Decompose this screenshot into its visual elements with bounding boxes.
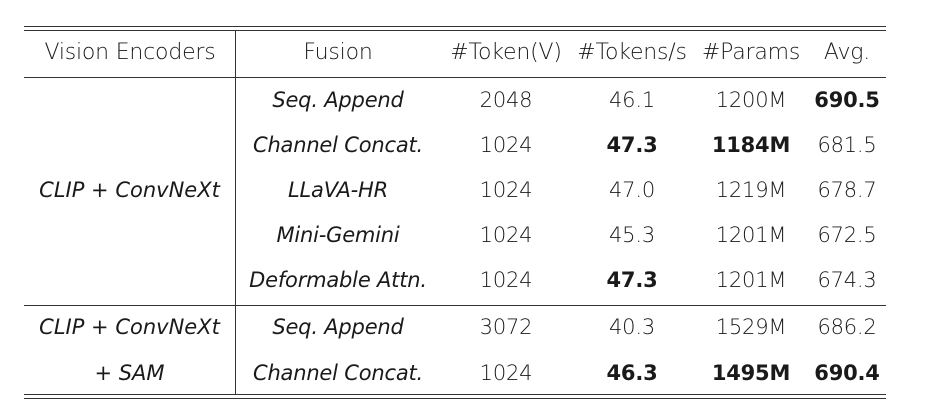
avg-cell: 690.4 (814, 361, 880, 385)
fusion-cell: LLaVA-HR (288, 178, 388, 202)
avg-cell: 690.5 (814, 88, 880, 112)
token-v-cell: 3072 (479, 315, 533, 339)
params-cell: 1495M (711, 361, 791, 385)
header-avg: Avg. (823, 40, 871, 65)
header-vision-encoders: Vision Encoders (44, 40, 216, 65)
header-rule (24, 77, 886, 78)
fusion-cell: Seq. Append (272, 88, 404, 112)
header-token-v: #Token(V) (450, 40, 562, 65)
tokens-per-s-cell: 46.1 (609, 88, 655, 112)
bottom-rule-2 (24, 398, 886, 399)
params-cell: 1201M (715, 268, 787, 292)
header-fusion: Fusion (303, 40, 373, 65)
token-v-cell: 1024 (479, 268, 533, 292)
encoder-label-clip-convnext-sam-line2: + SAM (94, 361, 165, 385)
params-cell: 1184M (711, 133, 791, 157)
column-divider (235, 30, 236, 395)
fusion-cell: Seq. Append (272, 315, 404, 339)
top-rule-1 (24, 26, 886, 27)
token-v-cell: 1024 (479, 361, 533, 385)
header-tokens-per-s: #Tokens/s (577, 40, 687, 65)
tokens-per-s-cell: 40.3 (609, 315, 655, 339)
tokens-per-s-cell: 47.3 (606, 133, 658, 157)
avg-cell: 681.5 (817, 133, 877, 157)
tokens-per-s-cell: 47.3 (606, 268, 658, 292)
fusion-cell: Channel Concat. (252, 361, 424, 385)
header-params: #Params (701, 40, 801, 65)
fusion-cell: Channel Concat. (252, 133, 424, 157)
params-cell: 1219M (715, 178, 787, 202)
avg-cell: 672.5 (817, 223, 877, 247)
bottom-rule-1 (24, 394, 886, 395)
token-v-cell: 1024 (479, 223, 533, 247)
params-cell: 1200M (715, 88, 787, 112)
avg-cell: 674.3 (817, 268, 877, 292)
token-v-cell: 1024 (479, 178, 533, 202)
params-cell: 1201M (715, 223, 787, 247)
tokens-per-s-cell: 46.3 (606, 361, 658, 385)
token-v-cell: 2048 (479, 88, 533, 112)
token-v-cell: 1024 (479, 133, 533, 157)
avg-cell: 686.2 (817, 315, 877, 339)
fusion-cell: Deformable Attn. (249, 268, 427, 292)
params-cell: 1529M (715, 315, 787, 339)
group-rule (24, 305, 886, 306)
top-rule-2 (24, 30, 886, 31)
fusion-cell: Mini-Gemini (276, 223, 400, 247)
tokens-per-s-cell: 47.0 (609, 178, 655, 202)
encoder-label-clip-convnext-sam-line1: CLIP + ConvNeXt (39, 315, 220, 339)
avg-cell: 678.7 (817, 178, 877, 202)
tokens-per-s-cell: 45.3 (609, 223, 655, 247)
encoder-label-clip-convnext: CLIP + ConvNeXt (39, 178, 220, 202)
